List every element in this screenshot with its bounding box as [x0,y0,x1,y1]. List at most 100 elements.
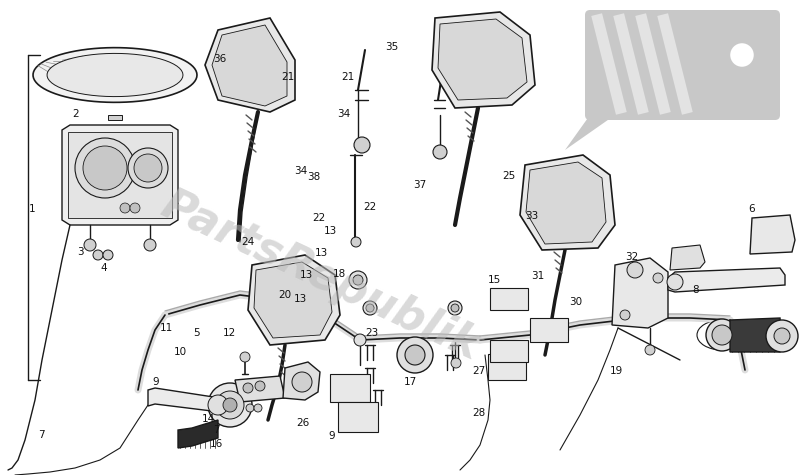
Circle shape [130,203,140,213]
Polygon shape [526,162,606,244]
Text: 21: 21 [282,72,294,83]
Circle shape [93,250,103,260]
Circle shape [75,138,135,198]
Text: 30: 30 [570,296,582,307]
Polygon shape [108,115,122,120]
Polygon shape [730,318,782,352]
Circle shape [627,262,643,278]
Text: 33: 33 [526,211,538,221]
Polygon shape [338,402,378,432]
Wedge shape [706,55,742,78]
Polygon shape [248,255,340,345]
Polygon shape [62,125,178,225]
Wedge shape [742,55,778,78]
Polygon shape [488,354,526,380]
Polygon shape [750,215,795,254]
Text: 9: 9 [153,377,159,388]
Circle shape [103,250,113,260]
Wedge shape [706,32,742,55]
Text: 13: 13 [294,294,306,304]
Polygon shape [254,262,332,338]
Wedge shape [704,50,742,60]
Circle shape [712,325,732,345]
Circle shape [451,358,461,368]
Circle shape [766,320,798,352]
Circle shape [292,372,312,392]
Wedge shape [742,20,766,55]
Text: 19: 19 [610,366,622,377]
Text: 17: 17 [404,377,417,388]
Polygon shape [212,25,287,106]
Text: 22: 22 [363,201,376,212]
Text: 10: 10 [174,347,186,358]
Text: 16: 16 [210,439,222,449]
Circle shape [706,319,738,351]
Text: 2: 2 [73,109,79,119]
Circle shape [714,27,770,83]
Text: 38: 38 [307,171,320,182]
Text: 27: 27 [472,366,485,377]
Wedge shape [742,50,780,60]
Text: PartsRepublik: PartsRepublik [154,183,486,368]
Text: 9: 9 [329,430,335,441]
Text: 21: 21 [342,72,354,83]
Circle shape [667,274,683,290]
Wedge shape [737,17,747,55]
Circle shape [144,239,156,251]
Circle shape [353,275,363,285]
Circle shape [120,203,130,213]
Wedge shape [737,55,747,93]
Text: 12: 12 [223,328,236,339]
Text: 34: 34 [294,166,307,176]
Circle shape [366,304,374,312]
Circle shape [653,273,663,283]
Text: 36: 36 [214,54,226,65]
Text: 23: 23 [366,327,378,338]
Polygon shape [530,318,568,342]
Polygon shape [283,362,320,400]
Polygon shape [438,19,527,100]
Polygon shape [47,53,183,96]
Text: 31: 31 [531,271,544,282]
Polygon shape [668,268,785,292]
Wedge shape [718,20,742,55]
Circle shape [246,404,254,412]
Circle shape [774,328,790,344]
Circle shape [208,383,252,427]
Circle shape [397,337,433,373]
Circle shape [255,381,265,391]
Text: 6: 6 [749,204,755,214]
Circle shape [351,237,361,247]
Text: 22: 22 [312,212,325,223]
Polygon shape [205,18,295,112]
Text: 13: 13 [315,247,328,258]
Circle shape [354,334,366,346]
Text: 8: 8 [693,285,699,295]
Polygon shape [670,245,705,270]
Polygon shape [490,340,528,362]
Polygon shape [490,288,528,310]
Text: 18: 18 [333,269,346,279]
Polygon shape [235,376,285,402]
Text: 24: 24 [242,237,254,247]
Circle shape [645,345,655,355]
Wedge shape [742,55,766,90]
Circle shape [730,43,754,67]
Wedge shape [718,55,742,90]
Polygon shape [178,420,218,448]
Text: 3: 3 [77,247,83,257]
Polygon shape [612,258,668,328]
Polygon shape [148,388,224,412]
Circle shape [354,137,370,153]
Circle shape [451,304,459,312]
Text: 1: 1 [29,204,35,214]
Polygon shape [432,12,535,108]
Polygon shape [33,48,197,102]
Text: 25: 25 [502,171,515,181]
Circle shape [216,391,244,419]
Circle shape [433,145,447,159]
Circle shape [349,271,367,289]
Circle shape [223,398,237,412]
Text: 26: 26 [296,418,309,428]
Text: 7: 7 [213,425,219,435]
